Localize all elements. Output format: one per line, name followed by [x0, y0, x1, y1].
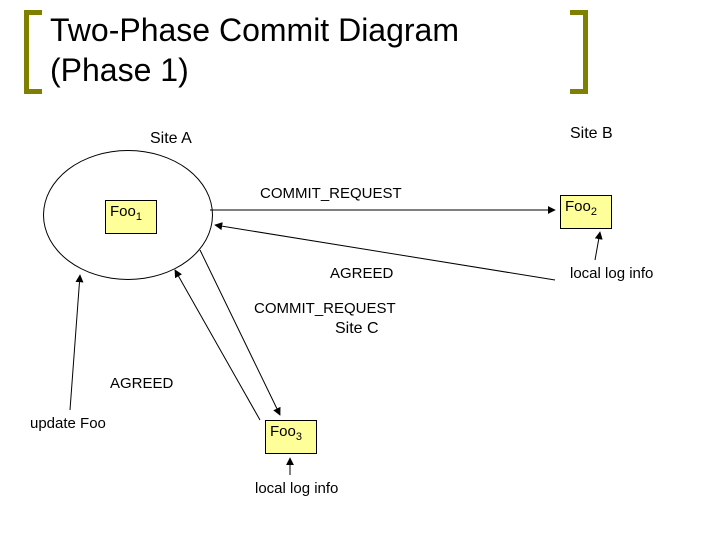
edge-label-commit-ac: COMMIT_REQUEST	[254, 300, 396, 317]
edge-label-agreed-ca: AGREED	[110, 375, 173, 392]
bracket-right-icon	[560, 10, 588, 94]
site-a-label: Site A	[150, 130, 192, 148]
foo3-sub: 3	[296, 431, 302, 443]
commit-request-ac	[200, 250, 280, 415]
title-line-2: (Phase 1)	[50, 50, 459, 90]
agreed-ca	[175, 270, 260, 420]
foo1-sub: 1	[136, 211, 142, 223]
page-title: Two-Phase Commit Diagram (Phase 1)	[30, 10, 459, 90]
site-b-label: Site B	[570, 125, 613, 143]
foo3-label: Foo	[270, 423, 296, 440]
edge-label-agreed-ba: AGREED	[330, 265, 393, 282]
foo3-node: Foo3	[265, 420, 317, 454]
annotation-local-log-c: local log info	[255, 480, 338, 497]
update-foo-ptr	[70, 275, 80, 410]
foo2-label: Foo	[565, 198, 591, 215]
site-c-label: Site C	[335, 320, 379, 338]
foo1-node: Foo1	[105, 200, 157, 234]
title-line-1: Two-Phase Commit Diagram	[50, 10, 459, 50]
foo2-sub: 2	[591, 206, 597, 218]
local-log-b-ptr	[595, 232, 600, 260]
edge-label-commit-ab: COMMIT_REQUEST	[260, 185, 402, 202]
foo2-node: Foo2	[560, 195, 612, 229]
annotation-update-foo: update Foo	[30, 415, 106, 432]
annotation-local-log-b: local log info	[570, 265, 653, 282]
foo1-label: Foo	[110, 203, 136, 220]
